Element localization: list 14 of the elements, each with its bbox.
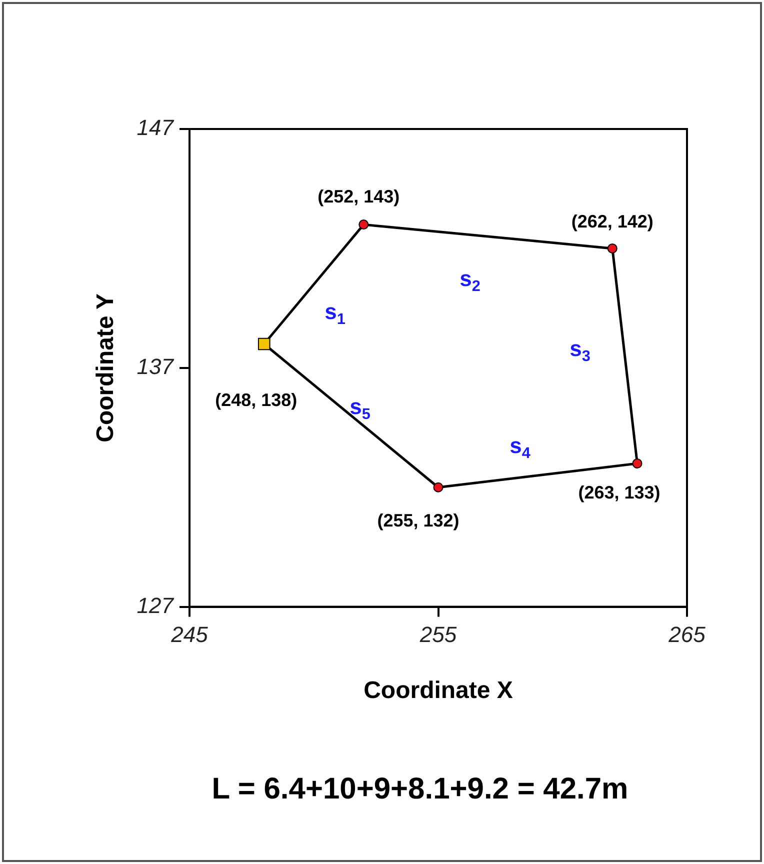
y-tick-label: 127 — [136, 592, 174, 618]
y-tick-label: 137 — [136, 354, 174, 380]
x-tick-label: 245 — [170, 622, 209, 648]
data-label: (252, 143) — [318, 186, 400, 207]
x-tick-label: 265 — [668, 622, 706, 648]
data-label: (248, 138) — [215, 390, 298, 410]
data-label: (255, 132) — [377, 510, 460, 530]
text: L = 6.4+10+9+8.1+9.2 = 42.7m — [212, 772, 628, 806]
x-axis-title: Coordinate X — [364, 677, 513, 704]
x-tick-label: 255 — [418, 622, 458, 648]
y-tick-label: 147 — [136, 115, 174, 140]
data-label: (262, 142) — [571, 211, 654, 232]
data-label: (263, 133) — [578, 482, 660, 502]
y-axis-title: Coordinate Y — [92, 293, 120, 442]
